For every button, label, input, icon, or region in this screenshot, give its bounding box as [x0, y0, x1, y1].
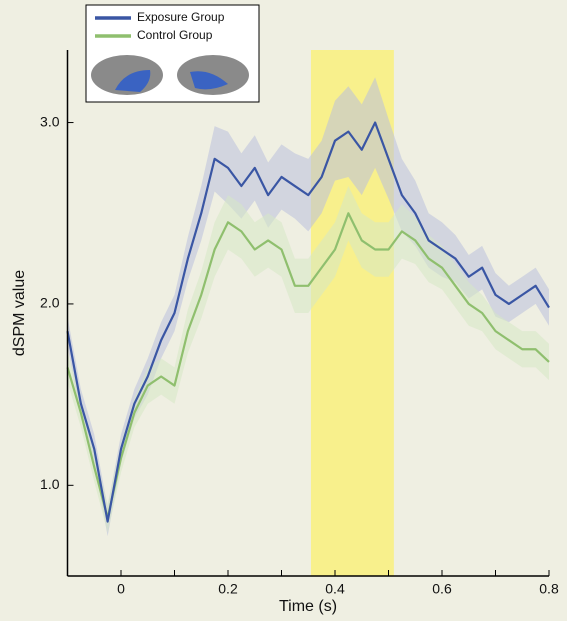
y-tick-label: 2.0: [40, 295, 60, 311]
x-tick-label: 0.2: [218, 581, 238, 597]
x-axis-title: Time (s): [279, 598, 337, 615]
y-tick-label: 1.0: [40, 476, 60, 492]
x-tick-label: 0.8: [539, 581, 559, 597]
page: 0 0.2 0.4 0.6 0.8 1.0 2.0 3.0 Time (s) dSPM val…: [0, 0, 567, 621]
legend-label: Exposure Group: [137, 10, 225, 24]
x-tick-label: 0.4: [325, 581, 345, 597]
chart: 0 0.2 0.4 0.6 0.8 1.0 2.0 3.0 Time (s) dSPM val…: [0, 0, 567, 621]
x-tick-label: 0.6: [432, 581, 452, 597]
x-tick-label: 0: [117, 581, 125, 597]
legend-label: Control Group: [137, 28, 213, 42]
y-tick-label: 3.0: [40, 113, 60, 129]
legend: Exposure Group Control Group: [86, 5, 259, 102]
y-axis-title: dSPM value: [11, 270, 28, 356]
